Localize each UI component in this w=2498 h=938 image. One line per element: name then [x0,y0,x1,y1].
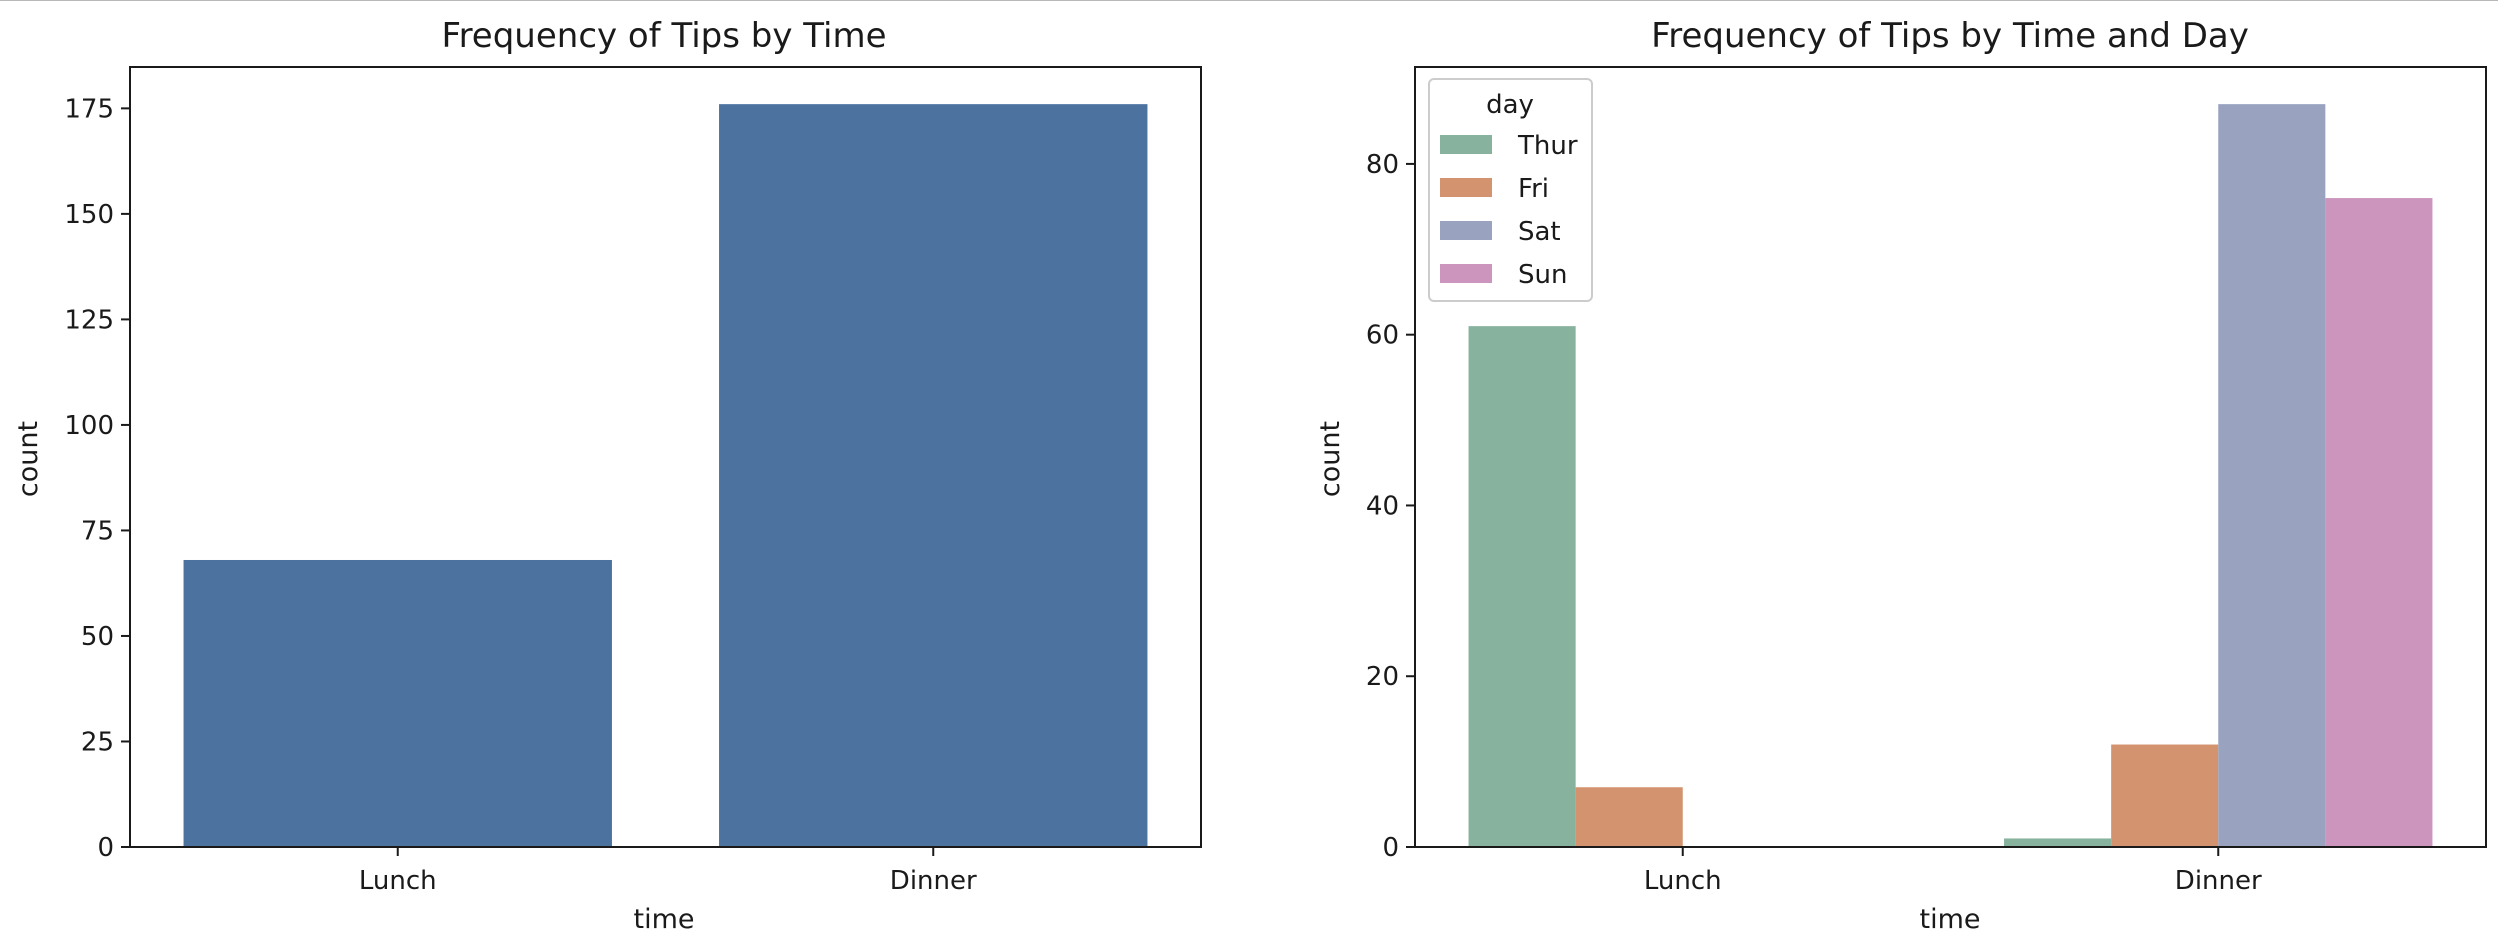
y-axis-label: count [13,421,44,497]
legend-label: Fri [1518,174,1549,204]
y-tick-label: 40 [1366,491,1399,521]
bar-dinner-thur [2004,838,2112,847]
y-tick-label: 125 [64,305,114,335]
y-axis-label: count [1315,421,1346,497]
plot-frame [1414,66,2487,848]
chart-title: Frequency of Tips by Time and Day [1651,16,2249,56]
x-axis-label: time [633,904,694,935]
y-tick-label: 0 [1382,833,1399,863]
chart-time-day: Frequency of Tips by Time and Day time c… [1315,16,2487,935]
y-tick-label: 75 [81,516,114,546]
plot-frame [129,66,1202,848]
legend-box [1428,78,1593,302]
bar-dinner-sat [2218,104,2326,847]
y-tick-label: 50 [81,622,114,652]
legend-label: Thur [1517,131,1578,161]
bar-dinner-sun [2325,198,2433,847]
bar-lunch [183,559,612,847]
x-tick-label: Lunch [359,866,437,896]
legend-swatch [1440,221,1492,240]
x-axis-label: time [1919,904,1980,935]
legend-swatch [1440,264,1492,283]
legend-label: Sat [1518,217,1561,247]
legend-label: Sun [1518,260,1567,290]
bar-dinner-fri [2111,744,2219,847]
bar-dinner [719,104,1148,847]
legend-swatch [1440,135,1492,154]
legend-title: day [1486,90,1534,120]
bar-lunch-fri [1575,787,1683,847]
y-tick-label: 175 [64,94,114,124]
x-tick-label: Dinner [890,866,977,896]
y-tick-label: 25 [81,727,114,757]
window-top-border [0,0,2498,1]
y-tick-label: 20 [1366,662,1399,692]
y-tick-label: 60 [1366,321,1399,351]
legend-swatch [1440,178,1492,197]
x-tick-label: Dinner [2175,866,2262,896]
chart-time: Frequency of Tips by Time time count 0 25… [13,16,1202,935]
x-tick-label: Lunch [1644,866,1722,896]
bar-lunch-thur [1468,326,1576,848]
legend: day Thur Fri Sat Sun [1428,78,1593,302]
y-tick-label: 100 [64,411,114,441]
y-tick-label: 0 [97,833,114,863]
y-tick-label: 80 [1366,150,1399,180]
chart-title: Frequency of Tips by Time [441,16,886,56]
y-tick-label: 150 [64,200,114,230]
